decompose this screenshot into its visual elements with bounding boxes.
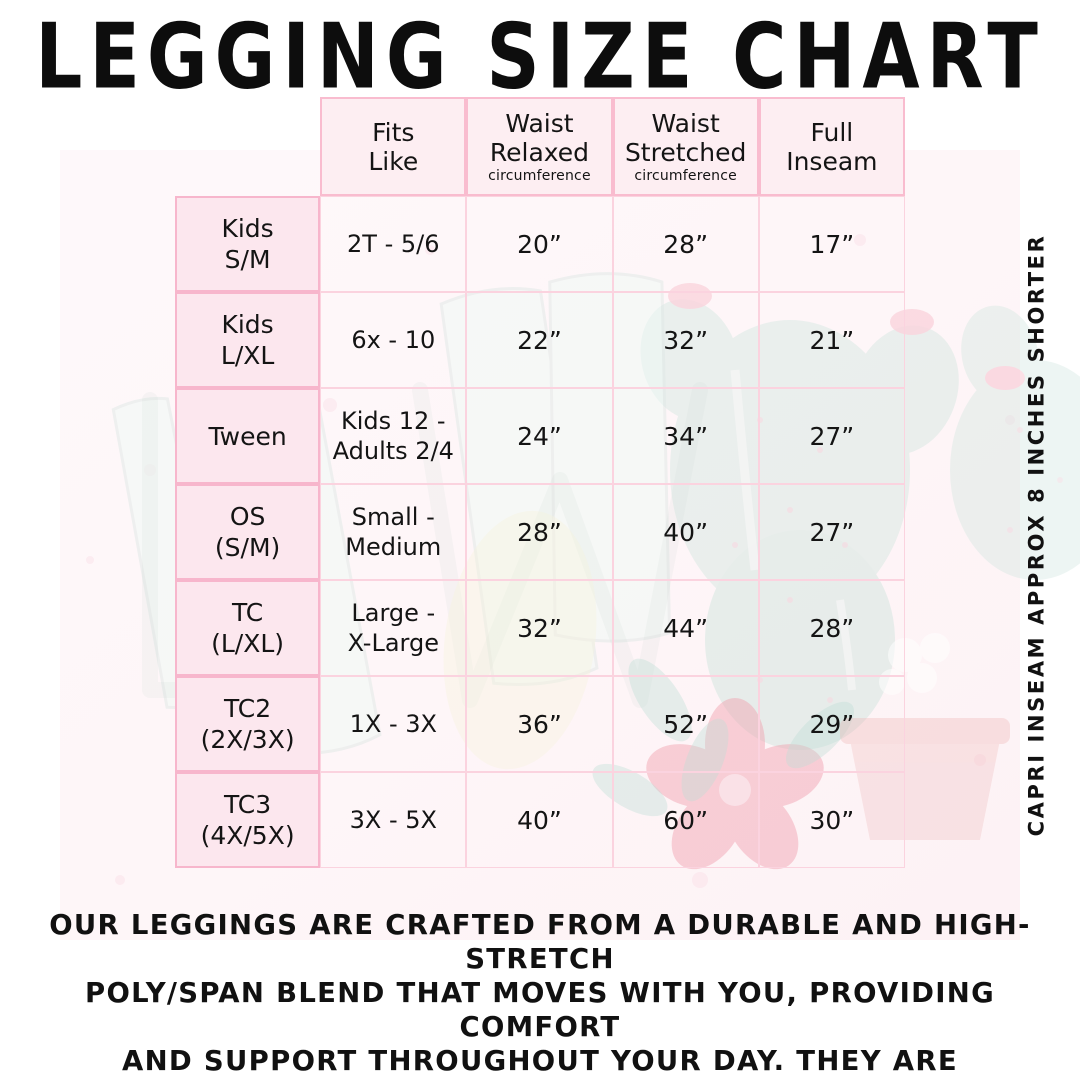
fits-line-1: Small - [351, 503, 435, 531]
cell-fits-like: Large - X-Large [320, 580, 467, 676]
size-line-1: TC [231, 598, 264, 627]
cell-waist-relaxed: 24” [466, 388, 613, 484]
header-line-2: Relaxed [489, 137, 590, 167]
size-line-1: TC2 [224, 694, 272, 723]
fabric-description-line-3: AND SUPPORT THROUGHOUT YOUR DAY. THEY AR… [122, 1045, 958, 1080]
header-line-1: Waist [651, 108, 720, 138]
fits-line-1: Large - [351, 599, 436, 627]
cell-full-inseam: 27” [758, 388, 905, 484]
capri-inseam-note-text: CAPRI INSEAM APPROX 8 INCHES SHORTER [1024, 233, 1048, 837]
fits-line-1: 3X - 5X [349, 806, 437, 834]
fits-line-1: Kids 12 - [340, 407, 446, 435]
table-row: Kids L/XL 6x - 10 22” 32” 21” [175, 292, 905, 388]
cell-waist-stretched: 60” [612, 772, 759, 868]
cell-fits-like: 2T - 5/6 [320, 196, 467, 292]
fits-line-1: 6x - 10 [351, 326, 436, 354]
size-label: TC2 (2X/3X) [175, 676, 321, 772]
cell-fits-like: 1X - 3X [320, 676, 467, 772]
size-label: TC (L/XL) [175, 580, 321, 676]
cell-waist-relaxed: 40” [466, 772, 613, 868]
cell-waist-relaxed: 22” [466, 292, 613, 388]
cell-fits-like: 6x - 10 [320, 292, 467, 388]
header-subtitle: circumference [488, 167, 591, 184]
header-line-1: Full [810, 117, 854, 147]
cell-full-inseam: 30” [758, 772, 905, 868]
column-header-full-inseam: Full Inseam [758, 97, 905, 196]
cell-waist-stretched: 44” [612, 580, 759, 676]
cell-waist-relaxed: 20” [466, 196, 613, 292]
fabric-description: OUR LEGGINGS ARE CRAFTED FROM A DURABLE … [30, 908, 1050, 1080]
table-row: Kids S/M 2T - 5/6 20” 28” 17” [175, 196, 905, 292]
column-header-fits-like: Fits Like [320, 97, 467, 196]
size-label: Tween [175, 388, 321, 484]
size-label: TC3 (4X/5X) [175, 772, 321, 868]
cell-waist-stretched: 28” [612, 196, 759, 292]
cell-fits-like: Small - Medium [320, 484, 467, 580]
fits-line-1: 2T - 5/6 [347, 230, 440, 258]
fabric-description-line-1: OUR LEGGINGS ARE CRAFTED FROM A DURABLE … [49, 909, 1031, 975]
size-line-2: S/M [224, 245, 271, 274]
fits-line-2: Medium [345, 533, 442, 561]
size-line-2: (S/M) [214, 533, 281, 562]
header-subtitle: circumference [634, 167, 737, 184]
legging-size-chart-table: Fits Like Waist Relaxed circumference Wa… [175, 97, 905, 868]
capri-inseam-note: CAPRI INSEAM APPROX 8 INCHES SHORTER [1006, 234, 1066, 837]
cell-full-inseam: 28” [758, 580, 905, 676]
size-line-1: OS [229, 502, 266, 531]
header-line-2: Like [368, 146, 419, 176]
fits-line-2: X-Large [347, 629, 439, 657]
header-line-2: Inseam [786, 146, 878, 176]
size-label: Kids L/XL [175, 292, 321, 388]
fabric-description-line-2: POLY/SPAN BLEND THAT MOVES WITH YOU, PRO… [85, 977, 995, 1043]
table-header-row: Fits Like Waist Relaxed circumference Wa… [175, 97, 905, 196]
table-row: TC3 (4X/5X) 3X - 5X 40” 60” 30” [175, 772, 905, 868]
page-title: LEGGING SIZE CHART [35, 4, 1045, 110]
cell-full-inseam: 29” [758, 676, 905, 772]
table-row: OS (S/M) Small - Medium 28” 40” 27” [175, 484, 905, 580]
column-header-waist-stretched: Waist Stretched circumference [612, 97, 759, 196]
table-row: Tween Kids 12 - Adults 2/4 24” 34” 27” [175, 388, 905, 484]
cell-waist-stretched: 34” [612, 388, 759, 484]
size-line-1: TC3 [224, 790, 272, 819]
size-line-1: Tween [208, 421, 287, 451]
fits-line-1: 1X - 3X [349, 710, 437, 738]
column-header-waist-relaxed: Waist Relaxed circumference [466, 97, 613, 196]
cell-waist-relaxed: 32” [466, 580, 613, 676]
fits-line-2: Adults 2/4 [332, 437, 454, 465]
header-line-2: Stretched [624, 137, 747, 167]
cell-waist-stretched: 40” [612, 484, 759, 580]
cell-full-inseam: 17” [758, 196, 905, 292]
cell-full-inseam: 21” [758, 292, 905, 388]
header-line-1: Waist [505, 108, 574, 138]
header-corner-spacer [175, 97, 320, 196]
cell-waist-stretched: 52” [612, 676, 759, 772]
size-label: Kids S/M [175, 196, 321, 292]
size-line-1: Kids [221, 214, 274, 243]
cell-waist-stretched: 32” [612, 292, 759, 388]
size-line-2: L/XL [220, 341, 275, 370]
size-label: OS (S/M) [175, 484, 321, 580]
size-line-2: (4X/5X) [200, 821, 295, 850]
table-row: TC2 (2X/3X) 1X - 3X 36” 52” 29” [175, 676, 905, 772]
cell-fits-like: 3X - 5X [320, 772, 467, 868]
cell-full-inseam: 27” [758, 484, 905, 580]
cell-waist-relaxed: 36” [466, 676, 613, 772]
size-line-2: (2X/3X) [200, 725, 295, 754]
size-line-1: Kids [221, 310, 274, 339]
header-line-1: Fits [372, 117, 415, 147]
cell-waist-relaxed: 28” [466, 484, 613, 580]
table-row: TC (L/XL) Large - X-Large 32” 44” 28” [175, 580, 905, 676]
cell-fits-like: Kids 12 - Adults 2/4 [320, 388, 467, 484]
size-line-2: (L/XL) [211, 629, 285, 658]
